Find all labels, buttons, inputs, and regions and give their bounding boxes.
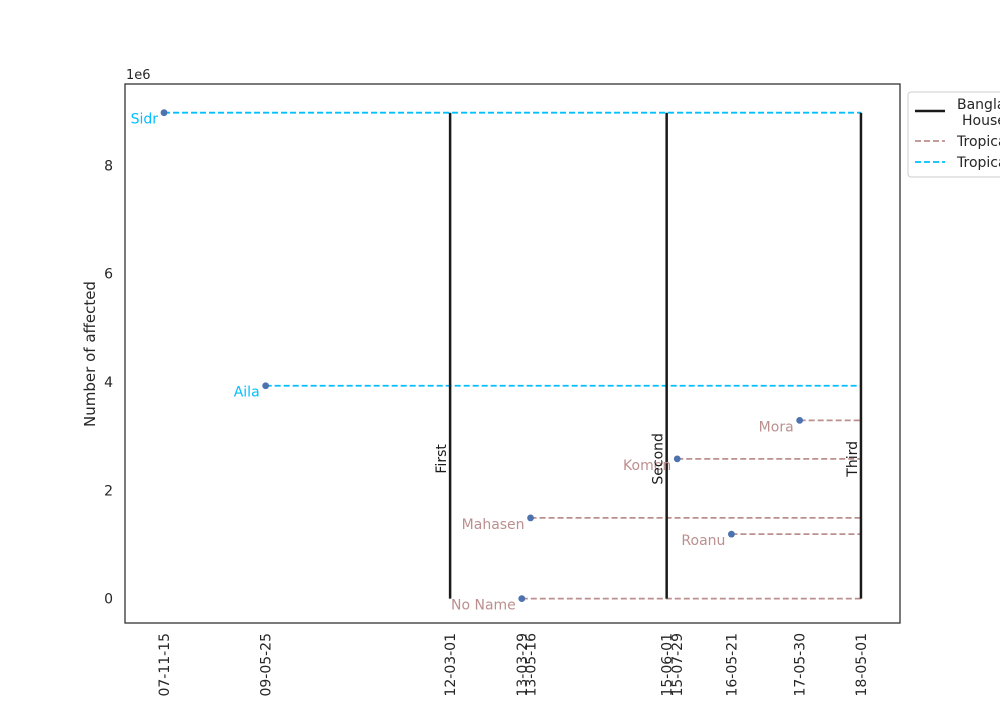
plot-frame <box>124 83 901 624</box>
x-tick-label: 17-05-30 <box>793 633 809 697</box>
storm-label-4: Komen <box>623 458 671 474</box>
storm-label-3: Mahasen <box>462 517 525 533</box>
data-point-0 <box>160 109 168 117</box>
storm-label-6: Mora <box>759 419 794 435</box>
x-tick-label: 18-05-01 <box>854 633 870 697</box>
y-offset-label: 1e6 <box>126 68 151 83</box>
data-point-4 <box>673 455 681 463</box>
data-point-3 <box>527 514 534 522</box>
y-tick-label: 6 <box>104 267 113 283</box>
storm-label-1: Aila <box>234 385 260 401</box>
storm-label-2: No Name <box>451 598 516 614</box>
y-tick-label: 0 <box>104 592 113 608</box>
data-point-1 <box>262 382 270 390</box>
storm-label-5: Roanu <box>681 533 725 549</box>
legend-box <box>907 91 1000 178</box>
event-label-1: Second <box>651 433 667 485</box>
y-tick-label: 2 <box>104 483 113 499</box>
x-tick-label: 09-05-25 <box>259 633 275 697</box>
x-tick-label: 16-05-21 <box>724 633 740 697</box>
data-point-2 <box>518 595 526 603</box>
data-point-5 <box>728 530 735 538</box>
event-label-0: First <box>434 444 450 474</box>
x-tick-label: 13-05-16 <box>524 633 540 697</box>
y-axis-label: Number of affected <box>81 281 99 427</box>
legend-label-0: BanglaHouse <box>957 97 1000 129</box>
x-tick-label: 15-06-01 <box>660 633 676 697</box>
y-tick-label: 8 <box>104 158 113 174</box>
x-tick-label: 07-11-15 <box>157 633 173 697</box>
data-point-6 <box>796 417 804 424</box>
x-tick-label: 13-03-29 <box>515 633 531 697</box>
y-tick-label: 4 <box>104 375 113 391</box>
legend-label-1: Tropica <box>956 134 1000 150</box>
storm-label-0: Sidr <box>131 112 159 128</box>
event-label-2: Third <box>845 441 861 478</box>
x-tick-label: 12-03-01 <box>443 633 459 697</box>
x-tick-label: 15-07-29 <box>670 633 686 697</box>
legend-label-2: Tropica <box>956 155 1000 171</box>
